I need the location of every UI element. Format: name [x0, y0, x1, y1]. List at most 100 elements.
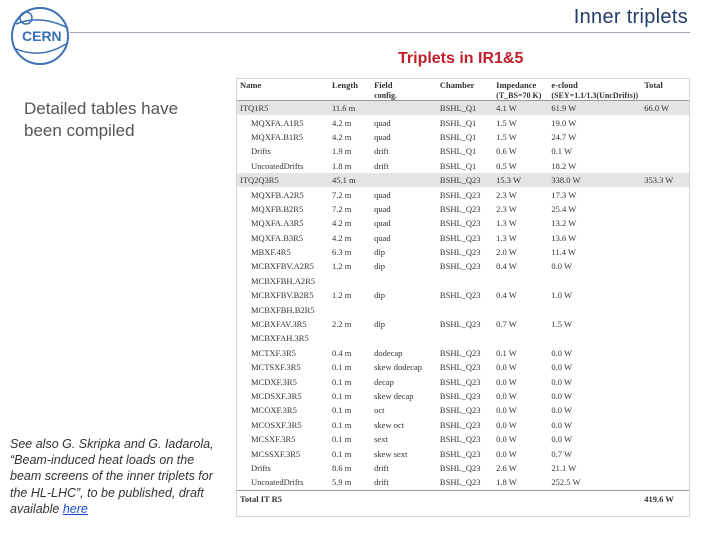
cell-chamber: BSHL_Q23	[439, 189, 481, 200]
cell-name: MCDSXF.3R5	[251, 391, 302, 401]
cell-ecloud: 25.4 W	[551, 203, 577, 214]
cell-total	[641, 317, 689, 331]
table-row: UncoatedDrifts 1.8 m drift BSHL_Q1 0.5 W 18.2…	[237, 159, 689, 173]
cell-total	[641, 245, 689, 259]
cell-total	[641, 115, 689, 129]
cell-length: 1.2 m	[331, 261, 352, 272]
cell-impedance	[493, 331, 548, 345]
col-total-subheader	[641, 90, 689, 101]
cell-impedance: 2.6 W	[496, 462, 517, 473]
cell-field: quad	[374, 232, 391, 243]
table-row: MQXFA.A3R5 4.2 m quad BSHL_Q23 1.3 W 13.2 W	[237, 216, 689, 230]
cell-total	[641, 389, 689, 403]
table-row: MCTXF.3R5 0.4 m dodecap BSHL_Q23 0.1 W 0.0 W	[237, 346, 689, 360]
draft-link[interactable]: here	[62, 501, 88, 516]
cell-length	[329, 302, 371, 316]
cell-name: MCSSXF.3R5	[251, 448, 301, 459]
cell-chamber: BSHL_Q23	[439, 247, 481, 258]
cell-total	[641, 202, 689, 216]
cell-chamber: BSHL_Q23	[439, 419, 481, 430]
col-field-subheader: config.	[374, 90, 397, 100]
cell-total: 66.0 W	[641, 100, 689, 116]
cell-chamber: BSHL_Q23	[439, 261, 481, 272]
cell-total	[641, 446, 689, 460]
cell-field: skew decap	[374, 391, 414, 401]
cell-name: MQXFB.B2R5	[251, 203, 304, 214]
total-row: Total IT R5 419.6 W	[237, 489, 689, 507]
cell-impedance	[493, 302, 548, 316]
cell-length: 0.1 m	[331, 405, 352, 416]
cell-field: decap	[374, 376, 394, 387]
cell-name: MCBXFAV.3R5	[251, 319, 307, 330]
cell-name: MQXFB.A2R5	[251, 189, 304, 200]
cell-impedance: 0.1 W	[496, 347, 517, 358]
col-name-header: Name	[240, 79, 262, 90]
cell-length: 0.1 m	[331, 434, 352, 445]
table-row: ITQ2Q3R5 45.1 m BSHL_Q23 15.3 W 338.0 W 353.3…	[237, 172, 689, 188]
cell-impedance: 1.3 W	[496, 218, 517, 229]
cell-total	[641, 418, 689, 432]
col-chamber-subheader	[437, 90, 493, 101]
cell-impedance	[493, 274, 548, 288]
cell-field	[371, 172, 437, 188]
cell-chamber: BSHL_Q23	[439, 405, 481, 416]
cell-impedance: 2.3 W	[496, 189, 517, 200]
col-total-header: Total	[644, 79, 663, 90]
cell-field: drift	[374, 160, 389, 171]
cell-impedance: 0.0 W	[496, 405, 517, 416]
table-row: MCBXFBV.B2R5 1.2 m dip BSHL_Q23 0.4 W 1.0 W	[237, 288, 689, 302]
cell-length: 1.8 m	[331, 160, 352, 171]
cell-impedance: 1.8 W	[496, 477, 517, 488]
col-name-subheader	[237, 90, 329, 101]
total-empty	[371, 489, 437, 507]
cell-total	[641, 130, 689, 144]
cell-chamber: BSHL_Q23	[439, 434, 481, 445]
cell-ecloud: 0.0 W	[551, 419, 573, 430]
cell-chamber	[437, 274, 493, 288]
table-row: MBXF.4R5 6.3 m dip BSHL_Q23 2.0 W 11.4 W	[237, 245, 689, 259]
cell-length: 45.1 m	[328, 172, 372, 188]
cell-name: MCBXFAH.3R5	[251, 333, 309, 344]
cell-ecloud: 19.0 W	[551, 117, 577, 128]
cell-ecloud: 0.0 W	[551, 405, 573, 416]
cell-field: drift	[374, 146, 389, 157]
col-ecloud-header: e-cloud	[551, 79, 578, 90]
cell-impedance: 0.0 W	[496, 391, 517, 401]
cell-ecloud	[548, 302, 641, 316]
cell-name: MQXFA.B3R5	[251, 232, 304, 243]
cell-length	[329, 331, 371, 345]
cell-impedance: 0.5 W	[496, 160, 517, 171]
cell-ecloud: 0.0 W	[551, 347, 573, 358]
cell-name: UncoatedDrifts	[251, 477, 304, 488]
cell-total	[641, 259, 689, 273]
reference-note: See also G. Skripka and G. Iadarola, “Be…	[10, 436, 225, 517]
cell-impedance: 0.0 W	[496, 434, 517, 445]
total-empty	[493, 489, 549, 507]
table-row: MCBXFBV.A2R5 1.2 m dip BSHL_Q23 0.4 W 0.0 W	[237, 259, 689, 273]
cell-total	[641, 288, 689, 302]
table-row: MQXFA.A1R5 4.2 m quad BSHL_Q1 1.5 W 19.0 W	[237, 115, 689, 129]
cell-name: MBXF.4R5	[251, 247, 291, 258]
cell-name: MCDXF.3R5	[251, 376, 297, 387]
cell-length: 1.9 m	[331, 146, 352, 157]
cell-name: MCBXFBH.B2R5	[251, 304, 315, 315]
cell-ecloud: 24.7 W	[551, 131, 577, 142]
cell-name: Drifts	[251, 146, 271, 157]
table-row: MQXFA.B1R5 4.2 m quad BSHL_Q1 1.5 W 24.7 W	[237, 130, 689, 144]
cell-ecloud: 0.0 W	[551, 391, 573, 401]
cell-chamber: BSHL_Q23	[439, 203, 481, 214]
total-empty	[436, 489, 494, 507]
title-rule	[70, 32, 690, 33]
cell-total	[641, 231, 689, 245]
total-label: Total IT R5	[237, 489, 329, 507]
cell-ecloud: 0.1 W	[551, 146, 573, 157]
col-impedance-subheader: (T_BS=70 K)	[496, 90, 542, 100]
cell-ecloud: 1.0 W	[551, 290, 573, 301]
cell-length: 2.2 m	[331, 319, 352, 330]
table-row: MCSSXF.3R5 0.1 m skew sext BSHL_Q23 0.0 W 0.7…	[237, 446, 689, 460]
table-row: MCOXF.3R5 0.1 m oct BSHL_Q23 0.0 W 0.0 W	[237, 403, 689, 417]
cell-chamber: BSHL_Q23	[436, 172, 494, 188]
cell-length: 6.3 m	[331, 247, 352, 258]
col-length-subheader	[329, 90, 371, 101]
cell-chamber: BSHL_Q23	[439, 290, 481, 301]
